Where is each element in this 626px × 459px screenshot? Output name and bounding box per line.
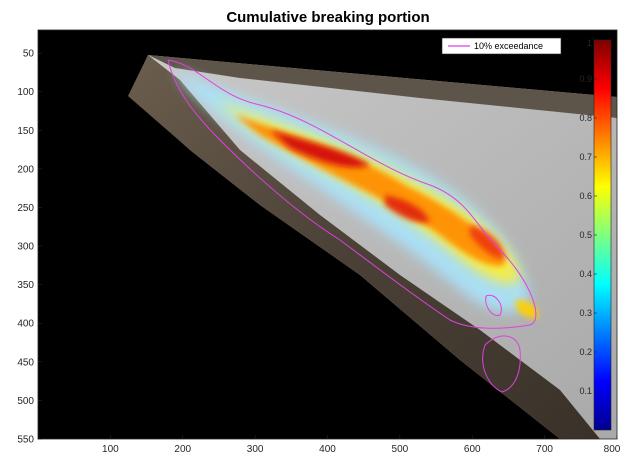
colorbar-tick-label: 0.7 (579, 152, 592, 162)
exceedance-contours (167, 59, 537, 393)
land-strip-top (148, 55, 617, 118)
y-tick-label: 550 (17, 435, 34, 446)
colorbar-tick-label: 0.8 (579, 113, 592, 123)
colorbar-tick-label: 1 (587, 38, 592, 48)
y-tick-label: 300 (17, 242, 34, 253)
y-tick-label: 100 (17, 87, 34, 98)
y-tick-label: 500 (17, 396, 34, 407)
x-tick-label: 500 (392, 444, 409, 455)
y-tick-label: 450 (17, 357, 34, 368)
breaking-heat (175, 70, 539, 319)
x-axis: 100 200 300 400 500 600 700 800 (102, 435, 621, 455)
colorbar-tick-label: 0.4 (579, 269, 592, 279)
x-tick-label: 600 (464, 444, 481, 455)
x-tick-label: 200 (174, 444, 191, 455)
y-tick-label: 200 (17, 164, 34, 175)
colorbar-tick-label: 0.3 (579, 308, 592, 318)
y-axis: 50 100 150 200 250 300 350 400 450 500 550 (17, 49, 42, 446)
colorbar-tick-label: 0.6 (579, 191, 592, 201)
y-tick-label: 50 (23, 49, 35, 60)
legend-box (441, 37, 562, 55)
colorbar-tick-label: 0.2 (579, 347, 592, 357)
colorbar-ticks: 0.1 0.2 0.3 0.4 0.5 0.6 0.7 0.8 0.9 1 (579, 38, 597, 396)
legend-label: 10% exceedance (474, 41, 543, 51)
legend: 10% exceedance (441, 37, 562, 55)
x-tick-label: 300 (247, 444, 264, 455)
y-tick-label: 150 (17, 126, 34, 137)
chart-title: Cumulative breaking portion (226, 9, 429, 26)
y-tick-label: 250 (17, 203, 34, 214)
y-tick-label: 350 (17, 280, 34, 291)
x-tick-label: 700 (536, 444, 553, 455)
land-strip-bottom (128, 55, 600, 439)
colorbar-tick-label: 0.9 (579, 74, 592, 84)
y-tick-label: 400 (17, 319, 34, 330)
colorbar-tick-label: 0.5 (579, 230, 592, 240)
x-tick-label: 100 (102, 444, 119, 455)
x-tick-label: 400 (319, 444, 336, 455)
x-tick-label: 800 (604, 444, 621, 455)
colorbar-tick-label: 0.1 (579, 386, 592, 396)
